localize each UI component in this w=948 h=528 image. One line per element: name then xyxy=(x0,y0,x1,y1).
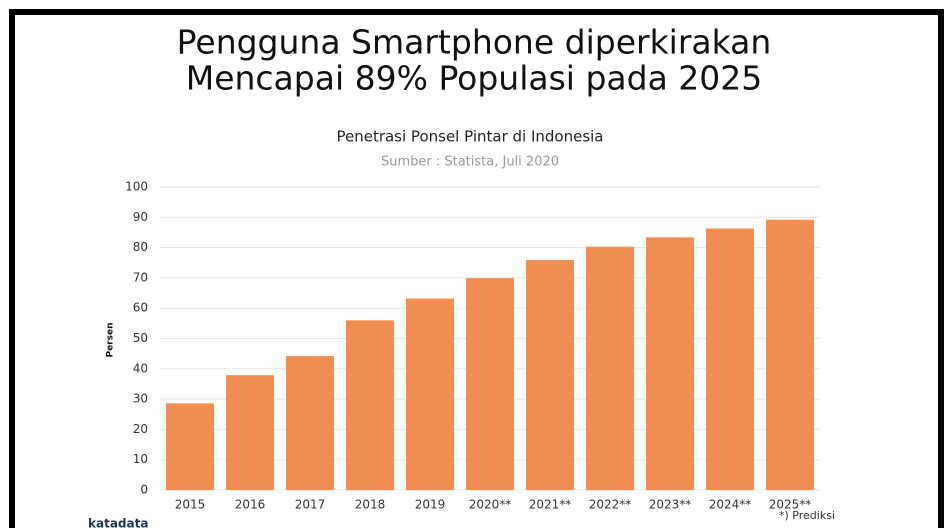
x-tick-label: 2022** xyxy=(589,498,632,512)
bar xyxy=(706,228,754,491)
x-tick-label: 2019 xyxy=(415,498,446,512)
y-tick-label: 100 xyxy=(125,180,148,194)
headline: Pengguna Smartphone diperkirakan xyxy=(177,23,772,62)
bar xyxy=(166,403,214,490)
x-tick-label: 2017 xyxy=(295,498,326,512)
x-tick-label: 2025** xyxy=(769,498,812,512)
bar xyxy=(526,260,574,490)
footnote: *) Prediksi xyxy=(779,509,835,522)
y-tick-label: 60 xyxy=(133,301,148,315)
bar xyxy=(226,375,274,490)
x-tick-label: 2024** xyxy=(709,498,752,512)
y-tick-label: 10 xyxy=(133,452,148,466)
chart-title: Penetrasi Ponsel Pintar di Indonesia xyxy=(336,128,603,146)
bar xyxy=(286,356,334,490)
x-tick-label: 2018 xyxy=(355,498,386,512)
bar xyxy=(466,278,514,490)
x-tick-label: 2021** xyxy=(529,498,572,512)
frame xyxy=(9,9,944,528)
y-tick-label: 20 xyxy=(133,422,148,436)
chart-subtitle: Sumber : Statista, Juli 2020 xyxy=(381,155,559,170)
headline: Mencapai 89% Populasi pada 2025 xyxy=(186,59,763,98)
bar xyxy=(406,298,454,490)
y-axis-label: Persen xyxy=(106,322,116,357)
x-tick-label: 2020** xyxy=(469,498,512,512)
x-tick-label: 2016 xyxy=(235,498,266,512)
x-tick-label: 2015 xyxy=(175,498,206,512)
bar xyxy=(346,320,394,490)
y-tick-label: 30 xyxy=(133,392,148,406)
y-tick-label: 70 xyxy=(133,270,148,284)
bar xyxy=(586,246,634,490)
y-tick-label: 0 xyxy=(140,483,148,497)
y-tick-label: 90 xyxy=(133,210,148,224)
logo: katadata xyxy=(88,517,148,528)
y-tick-label: 40 xyxy=(133,361,148,375)
bar xyxy=(766,219,814,490)
y-tick-label: 80 xyxy=(133,240,148,254)
x-tick-label: 2023** xyxy=(649,498,692,512)
bar xyxy=(646,237,694,490)
y-tick-label: 50 xyxy=(133,331,148,345)
